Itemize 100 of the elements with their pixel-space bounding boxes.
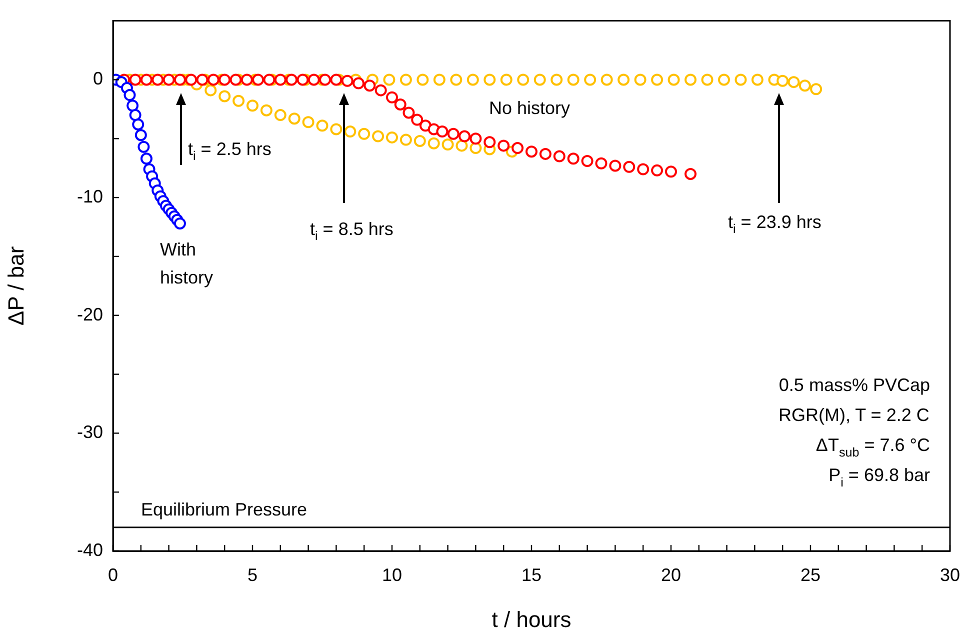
- point: [500, 74, 512, 86]
- point: [344, 126, 356, 138]
- point: [734, 74, 747, 86]
- point: [330, 74, 342, 86]
- point: [553, 150, 566, 162]
- point: [525, 146, 538, 158]
- point: [664, 166, 677, 178]
- point: [232, 94, 245, 107]
- y-axis-title: ΔP / bar: [3, 246, 28, 326]
- point: [185, 74, 198, 86]
- point: [550, 74, 563, 86]
- point: [470, 142, 482, 154]
- point: [584, 74, 596, 86]
- point: [810, 83, 822, 96]
- point: [140, 74, 152, 86]
- point: [196, 74, 208, 86]
- point: [428, 137, 440, 150]
- point: [274, 109, 286, 122]
- point: [374, 84, 387, 96]
- point: [776, 74, 789, 87]
- point: [618, 74, 630, 86]
- x-tick-label: 30: [940, 564, 960, 585]
- point: [330, 123, 342, 136]
- ref-line-label: Equilibrium Pressure: [141, 499, 308, 520]
- point: [204, 84, 217, 96]
- point: [751, 74, 764, 86]
- point: [126, 100, 139, 112]
- point: [567, 152, 580, 165]
- point: [470, 132, 482, 145]
- point: [386, 131, 398, 144]
- point: [447, 128, 460, 140]
- point: [788, 76, 800, 88]
- point: [436, 126, 448, 138]
- y-tick-label: -40: [76, 540, 103, 560]
- x-tick-label: 0: [108, 564, 118, 585]
- y-tick-label: -20: [76, 304, 103, 324]
- point: [668, 74, 680, 86]
- point: [129, 109, 142, 122]
- point: [174, 74, 186, 86]
- point: [512, 142, 524, 154]
- x-axis-title: t / hours: [492, 606, 572, 632]
- point: [433, 74, 446, 86]
- point: [152, 74, 164, 86]
- point: [623, 160, 636, 173]
- point: [701, 74, 714, 86]
- point: [466, 74, 479, 86]
- point: [230, 74, 242, 86]
- point: [174, 217, 186, 230]
- point: [539, 148, 552, 160]
- point: [484, 136, 496, 148]
- x-tick-label: 15: [521, 564, 542, 585]
- annotation: RGR(M), T = 2.2 C: [778, 405, 930, 425]
- point: [400, 74, 412, 86]
- point: [651, 164, 664, 176]
- point: [207, 74, 220, 86]
- point: [316, 120, 328, 132]
- point: [240, 74, 253, 86]
- point: [308, 74, 320, 86]
- x-tick-label: 25: [800, 564, 821, 585]
- point: [442, 138, 454, 151]
- point: [288, 112, 300, 125]
- point: [386, 91, 398, 104]
- point: [634, 74, 646, 86]
- point: [218, 74, 231, 86]
- point: [567, 74, 580, 86]
- point: [394, 98, 406, 110]
- annotation: 0.5 mass% PVCap: [778, 375, 930, 395]
- point: [263, 74, 276, 86]
- point: [456, 140, 468, 152]
- point: [260, 104, 272, 116]
- x-tick-label: 5: [247, 564, 258, 585]
- point: [684, 74, 697, 86]
- point: [651, 74, 664, 86]
- point: [296, 74, 309, 86]
- y-tick-label: -30: [76, 422, 103, 442]
- point: [450, 74, 462, 86]
- point: [637, 163, 650, 176]
- y-tick-label: 0: [92, 68, 103, 89]
- point: [718, 74, 730, 86]
- point: [358, 128, 370, 140]
- y-tick-label: -10: [76, 186, 103, 206]
- point: [319, 74, 332, 86]
- point: [286, 74, 298, 86]
- point: [138, 140, 150, 153]
- point: [595, 157, 608, 170]
- point: [484, 74, 496, 86]
- point: [372, 130, 384, 142]
- point: [162, 74, 175, 86]
- point: [798, 80, 811, 92]
- point: [246, 100, 258, 112]
- point: [252, 74, 264, 86]
- point: [684, 168, 697, 180]
- x-tick-label: 10: [382, 564, 402, 585]
- point: [402, 106, 415, 119]
- point: [218, 90, 231, 102]
- point: [400, 134, 412, 146]
- point: [414, 134, 426, 147]
- point: [609, 160, 622, 172]
- series-label: With history: [160, 239, 213, 288]
- x-tick-label: 20: [660, 564, 682, 585]
